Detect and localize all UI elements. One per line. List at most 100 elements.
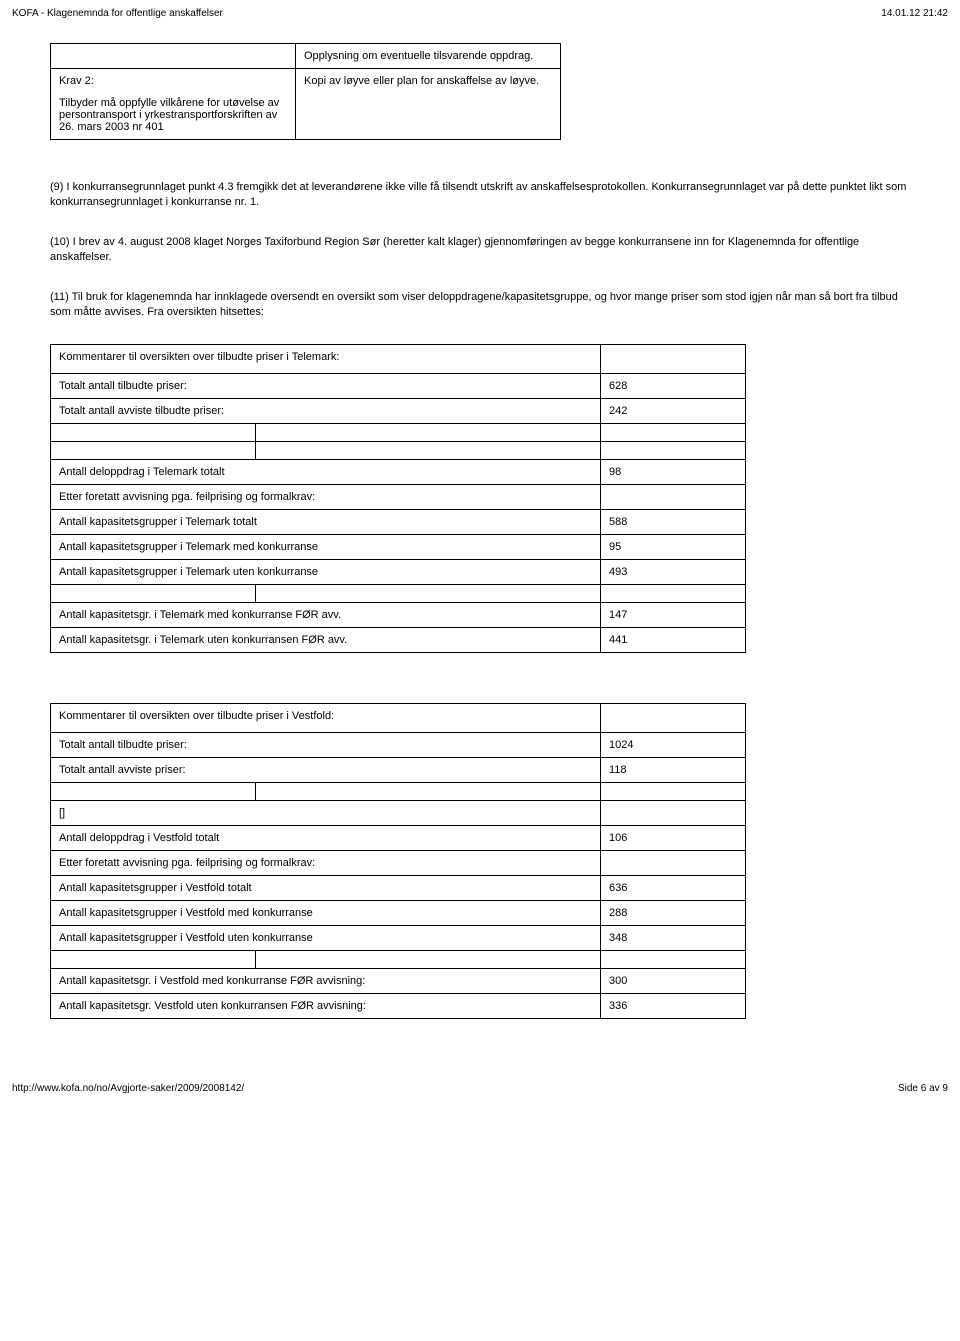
table-cell: 95 xyxy=(601,535,746,560)
table-cell xyxy=(601,704,746,733)
table-cell: 147 xyxy=(601,603,746,628)
table-row xyxy=(51,585,746,603)
table-row: Totalt antall tilbudte priser: 628 xyxy=(51,374,746,399)
table-cell xyxy=(601,801,746,826)
krav-table: Opplysning om eventuelle tilsvarende opp… xyxy=(50,43,561,140)
table-cell: Etter foretatt avvisning pga. feilprisin… xyxy=(51,851,601,876)
table-title-cell: Kommentarer til oversikten over tilbudte… xyxy=(51,704,601,733)
paragraph-9: (9) I konkurransegrunnlaget punkt 4.3 fr… xyxy=(50,180,910,211)
table-row: Antall kapasitetsgrupper i Telemark tota… xyxy=(51,510,746,535)
table-cell xyxy=(601,951,746,969)
table-cell: Antall deloppdrag i Vestfold totalt xyxy=(51,826,601,851)
table-cell: 300 xyxy=(601,969,746,994)
table-row: Kommentarer til oversikten over tilbudte… xyxy=(51,704,746,733)
table-cell xyxy=(51,424,256,442)
table-cell xyxy=(601,485,746,510)
table-row: Opplysning om eventuelle tilsvarende opp… xyxy=(51,44,561,69)
table-cell xyxy=(51,44,296,69)
table-cell: Opplysning om eventuelle tilsvarende opp… xyxy=(296,44,561,69)
telemark-table: Kommentarer til oversikten over tilbudte… xyxy=(50,344,746,653)
table-cell xyxy=(601,585,746,603)
table-row: [] xyxy=(51,801,746,826)
table-cell: 348 xyxy=(601,926,746,951)
table-row xyxy=(51,424,746,442)
table-row: Antall deloppdrag i Telemark totalt 98 xyxy=(51,460,746,485)
table-cell xyxy=(256,424,601,442)
table-row: Etter foretatt avvisning pga. feilprisin… xyxy=(51,851,746,876)
table-cell: Antall kapasitetsgrupper i Telemark tota… xyxy=(51,510,601,535)
table-cell: 336 xyxy=(601,994,746,1019)
table-cell xyxy=(601,783,746,801)
table-cell: 636 xyxy=(601,876,746,901)
table-cell: 118 xyxy=(601,758,746,783)
table-row: Etter foretatt avvisning pga. feilprisin… xyxy=(51,485,746,510)
table-row: Antall kapasitetsgrupper i Vestfold tota… xyxy=(51,876,746,901)
table-cell xyxy=(256,951,601,969)
paragraph-10: (10) I brev av 4. august 2008 klaget Nor… xyxy=(50,235,910,266)
krav-text: Tilbyder må oppfylle vilkårene for utøve… xyxy=(59,97,287,133)
paragraph-11: (11) Til bruk for klagenemnda har innkla… xyxy=(50,290,910,321)
table-row: Totalt antall avviste tilbudte priser: 2… xyxy=(51,399,746,424)
table-cell: 1024 xyxy=(601,733,746,758)
table-cell: [] xyxy=(51,801,601,826)
table-cell: Kopi av løyve eller plan for anskaffelse… xyxy=(296,69,561,140)
table-cell xyxy=(51,783,256,801)
table-cell: 288 xyxy=(601,901,746,926)
table-row: Antall kapasitetsgrupper i Vestfold uten… xyxy=(51,926,746,951)
table-cell: Antall kapasitetsgrupper i Telemark uten… xyxy=(51,560,601,585)
table-row xyxy=(51,442,746,460)
table-row: Antall kapasitetsgrupper i Telemark uten… xyxy=(51,560,746,585)
table-cell xyxy=(256,585,601,603)
table-row: Antall kapasitetsgrupper i Vestfold med … xyxy=(51,901,746,926)
table-cell: Totalt antall avviste priser: xyxy=(51,758,601,783)
table-row: Totalt antall avviste priser: 118 xyxy=(51,758,746,783)
footer-page-number: Side 6 av 9 xyxy=(898,1083,948,1094)
table-row: Antall kapasitetsgrupper i Telemark med … xyxy=(51,535,746,560)
table-row: Krav 2: Tilbyder må oppfylle vilkårene f… xyxy=(51,69,561,140)
table-row: Totalt antall tilbudte priser: 1024 xyxy=(51,733,746,758)
table-cell: Krav 2: Tilbyder må oppfylle vilkårene f… xyxy=(51,69,296,140)
table-cell xyxy=(601,442,746,460)
table-cell: Antall kapasitetsgrupper i Vestfold uten… xyxy=(51,926,601,951)
table-row: Kommentarer til oversikten over tilbudte… xyxy=(51,345,746,374)
table-cell: Antall kapasitetsgr. i Telemark uten kon… xyxy=(51,628,601,653)
table-cell: Antall kapasitetsgr. i Vestfold med konk… xyxy=(51,969,601,994)
table-cell: 628 xyxy=(601,374,746,399)
table-cell: Antall kapasitetsgrupper i Vestfold tota… xyxy=(51,876,601,901)
table-row xyxy=(51,783,746,801)
table-cell: Antall kapasitetsgr. Vestfold uten konku… xyxy=(51,994,601,1019)
content-area: Opplysning om eventuelle tilsvarende opp… xyxy=(0,43,960,1019)
table-cell xyxy=(51,585,256,603)
table-cell: 493 xyxy=(601,560,746,585)
table-cell: Antall kapasitetsgrupper i Vestfold med … xyxy=(51,901,601,926)
table-cell: Antall kapasitetsgrupper i Telemark med … xyxy=(51,535,601,560)
table-cell xyxy=(601,345,746,374)
table-row: Antall kapasitetsgr. i Telemark med konk… xyxy=(51,603,746,628)
table-cell xyxy=(601,424,746,442)
table-row xyxy=(51,951,746,969)
header-title: KOFA - Klagenemnda for offentlige anskaf… xyxy=(12,8,223,19)
footer-url: http://www.kofa.no/no/Avgjorte-saker/200… xyxy=(12,1083,244,1094)
page-header: KOFA - Klagenemnda for offentlige anskaf… xyxy=(0,0,960,23)
table-cell: Totalt antall tilbudte priser: xyxy=(51,733,601,758)
vestfold-table: Kommentarer til oversikten over tilbudte… xyxy=(50,703,746,1019)
table-cell: Antall deloppdrag i Telemark totalt xyxy=(51,460,601,485)
table-cell: 242 xyxy=(601,399,746,424)
table-cell: Etter foretatt avvisning pga. feilprisin… xyxy=(51,485,601,510)
table-cell: Antall kapasitetsgr. i Telemark med konk… xyxy=(51,603,601,628)
table-row: Antall kapasitetsgr. i Telemark uten kon… xyxy=(51,628,746,653)
table-cell: 98 xyxy=(601,460,746,485)
table-row: Antall kapasitetsgr. Vestfold uten konku… xyxy=(51,994,746,1019)
table-cell xyxy=(601,851,746,876)
table-cell xyxy=(51,951,256,969)
table-cell: 441 xyxy=(601,628,746,653)
page-footer: http://www.kofa.no/no/Avgjorte-saker/200… xyxy=(0,1079,960,1102)
table-cell: 106 xyxy=(601,826,746,851)
table-title-cell: Kommentarer til oversikten over tilbudte… xyxy=(51,345,601,374)
krav-label: Krav 2: xyxy=(59,75,287,87)
table-cell: Totalt antall avviste tilbudte priser: xyxy=(51,399,601,424)
table-cell: Totalt antall tilbudte priser: xyxy=(51,374,601,399)
table-cell xyxy=(51,442,256,460)
table-row: Antall deloppdrag i Vestfold totalt 106 xyxy=(51,826,746,851)
header-timestamp: 14.01.12 21:42 xyxy=(881,8,948,19)
